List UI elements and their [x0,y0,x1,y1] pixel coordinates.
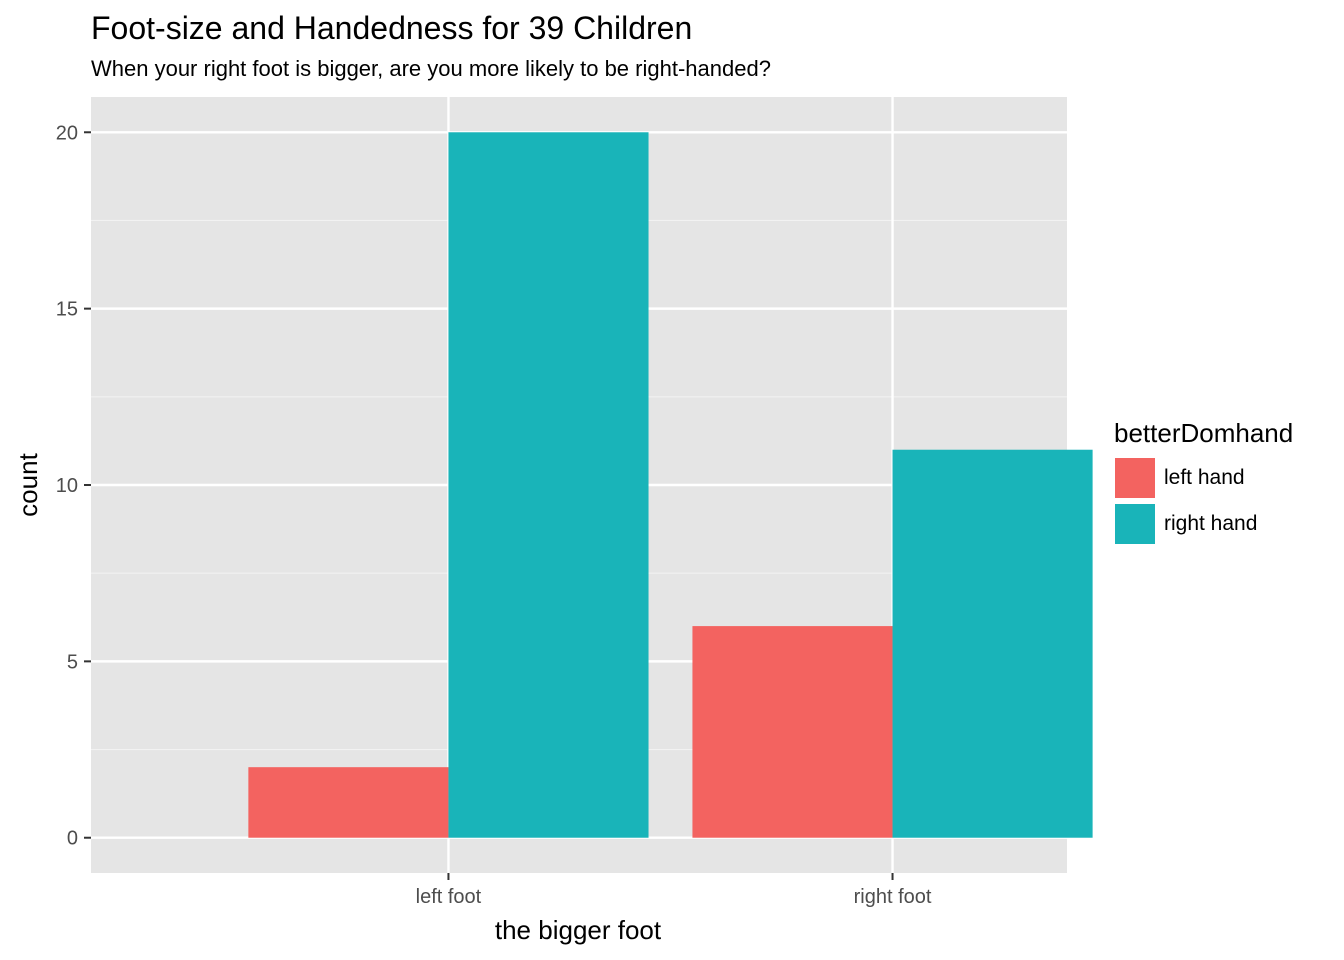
bar-left-hand-left-foot [248,767,449,838]
x-tick-label: left foot [416,886,482,908]
legend-key [1114,457,1156,499]
x-axis: left foot right foot [416,873,932,908]
legend-items: left hand right hand [1114,455,1293,547]
bar-right-hand-right-foot [892,449,1093,838]
y-tick-label: 10 [56,475,78,497]
legend: betterDomhand left hand right hand [1114,417,1293,547]
x-axis-label: the bigger foot [495,915,662,945]
legend-label: right hand [1164,512,1258,535]
bar-left-hand-right-foot [692,626,893,838]
legend-label: left hand [1164,466,1245,489]
legend-item-left-hand: left hand [1114,455,1293,501]
y-tick-label: 0 [67,828,78,850]
bars [248,132,1093,838]
chart-title: Foot-size and Handedness for 39 Children [91,10,693,46]
legend-key [1114,503,1156,545]
y-tick-label: 15 [56,299,78,321]
x-tick-label: right foot [854,886,932,908]
bar-right-hand-left-foot [448,132,649,838]
y-axis-label: count [13,452,43,516]
chart-subtitle: When your right foot is bigger, are you … [91,56,771,81]
y-axis: 0 5 10 15 20 [56,122,91,850]
y-tick-label: 5 [67,651,78,673]
y-tick-label: 20 [56,122,78,144]
legend-title: betterDomhand [1114,418,1294,448]
legend-item-right-hand: right hand [1114,501,1293,547]
